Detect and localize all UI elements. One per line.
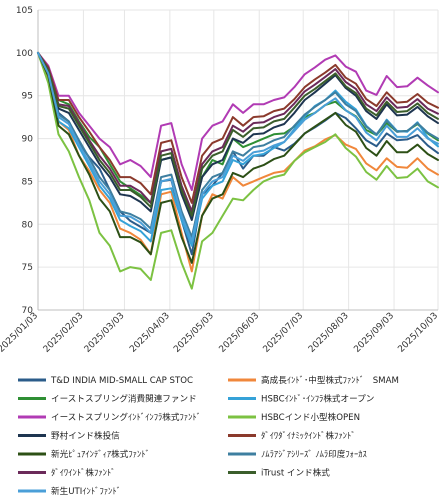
series-line-10: [37, 51, 439, 239]
series-line-4: [37, 51, 439, 247]
y-tick-label: 75: [22, 263, 33, 273]
x-tick-label: 2025/07/03: [262, 311, 306, 355]
y-tick-label: 100: [16, 49, 33, 59]
y-tick-label: 85: [22, 177, 33, 187]
x-tick-label: 2025/01/03: [0, 311, 40, 355]
series-line-2: [37, 51, 439, 273]
legend-item: HSBCｲﾝﾄﾞ･ｲﾝﾌﾗ株式オープン: [228, 393, 374, 405]
series-line-8: [37, 51, 439, 204]
legend-label: iTrust インド株式: [261, 467, 330, 479]
legend-label: イーストスプリング消費関連ファンド: [51, 393, 197, 405]
x-tick-label: 2025/08/03: [307, 311, 351, 355]
y-tick-labels: 70 75 80 85 90 95 100 105: [16, 6, 33, 316]
legend-item: イーストスプリングｲﾝﾄﾞｲﾝﾌﾗ株式ﾌｧﾝﾄﾞ: [18, 411, 201, 423]
y-tick-label: 80: [22, 220, 34, 230]
series-line-3: [37, 51, 439, 217]
legend-label: HSBCｲﾝﾄﾞ･ｲﾝﾌﾗ株式オープン: [261, 393, 374, 405]
legend-item: 新生UTIｲﾝﾄﾞﾌｧﾝﾄﾞ: [18, 485, 121, 497]
x-tick-label: 2025/10/03: [396, 311, 440, 355]
legend-item: イーストスプリング消費関連ファンド: [18, 393, 197, 405]
series-lines: [37, 51, 439, 290]
x-tick-label: 2025/03/03: [83, 311, 127, 355]
y-tick-label: 70: [22, 306, 34, 316]
series-line-13: [37, 51, 439, 243]
legend-label: ﾉﾑﾗｱｼﾞｱｼﾘｰｽﾞ ﾉﾑﾗ印度ﾌｫｰｶｽ: [261, 448, 367, 460]
legend: T&D INDIA MID-SMALL CAP STOC 高成長ｲﾝﾄﾞ･中型株式…: [18, 374, 399, 497]
series-line-5: [37, 51, 439, 191]
legend-item: iTrust インド株式: [228, 467, 330, 479]
y-tick-label: 105: [16, 6, 33, 16]
legend-label: HSBCインド小型株OPEN: [261, 411, 360, 423]
legend-item: HSBCインド小型株OPEN: [228, 411, 360, 423]
legend-label: 高成長ｲﾝﾄﾞ･中型株式ﾌｧﾝﾄﾞ SMAM: [261, 374, 399, 386]
legend-label: 野村インド株投信: [51, 430, 120, 442]
legend-label: T&D INDIA MID-SMALL CAP STOC: [50, 376, 193, 386]
legend-item: T&D INDIA MID-SMALL CAP STOC: [18, 376, 193, 386]
legend-item: ﾀﾞｲﾜﾀﾞｲﾅﾐｯｸｲﾝﾄﾞ株ﾌｧﾝﾄﾞ: [228, 430, 356, 442]
axes: [37, 10, 438, 311]
legend-label: ﾀﾞｲﾜﾀﾞｲﾅﾐｯｸｲﾝﾄﾞ株ﾌｧﾝﾄﾞ: [261, 430, 356, 442]
legend-label: ﾀﾞｲﾜｲﾝﾄﾞ株ﾌｧﾝﾄﾞ: [51, 467, 115, 479]
series-line-11: [37, 51, 439, 213]
legend-item: ﾉﾑﾗｱｼﾞｱｼﾘｰｽﾞ ﾉﾑﾗ印度ﾌｫｰｶｽ: [228, 448, 367, 460]
y-tick-label: 95: [22, 92, 33, 102]
legend-item: 新光ﾋﾟｭｱｲﾝﾃﾞｨｱ株式ﾌｧﾝﾄﾞ: [18, 448, 150, 460]
series-line-1: [37, 51, 439, 256]
x-tick-label: 2025/02/03: [42, 311, 86, 355]
series-line-7: [37, 51, 439, 221]
x-tick-label: 2025/05/03: [172, 311, 216, 355]
legend-label: 新光ﾋﾟｭｱｲﾝﾃﾞｨｱ株式ﾌｧﾝﾄﾞ: [51, 448, 150, 460]
legend-item: ﾀﾞｲﾜｲﾝﾄﾞ株ﾌｧﾝﾄﾞ: [18, 467, 115, 479]
y-tick-label: 90: [22, 135, 34, 145]
legend-item: 野村インド株投信: [18, 430, 120, 442]
legend-label: イーストスプリングｲﾝﾄﾞｲﾝﾌﾗ株式ﾌｧﾝﾄﾞ: [51, 411, 201, 423]
series-line-6: [37, 51, 439, 290]
series-line-9: [37, 51, 439, 264]
x-tick-label: 2025/04/03: [128, 311, 172, 355]
legend-item: 高成長ｲﾝﾄﾞ･中型株式ﾌｧﾝﾄﾞ SMAM: [228, 374, 399, 386]
x-tick-label: 2025/09/03: [352, 311, 396, 355]
x-tick-label: 2025/06/03: [218, 311, 262, 355]
legend-label: 新生UTIｲﾝﾄﾞﾌｧﾝﾄﾞ: [51, 485, 121, 497]
series-line-12: [37, 51, 439, 217]
